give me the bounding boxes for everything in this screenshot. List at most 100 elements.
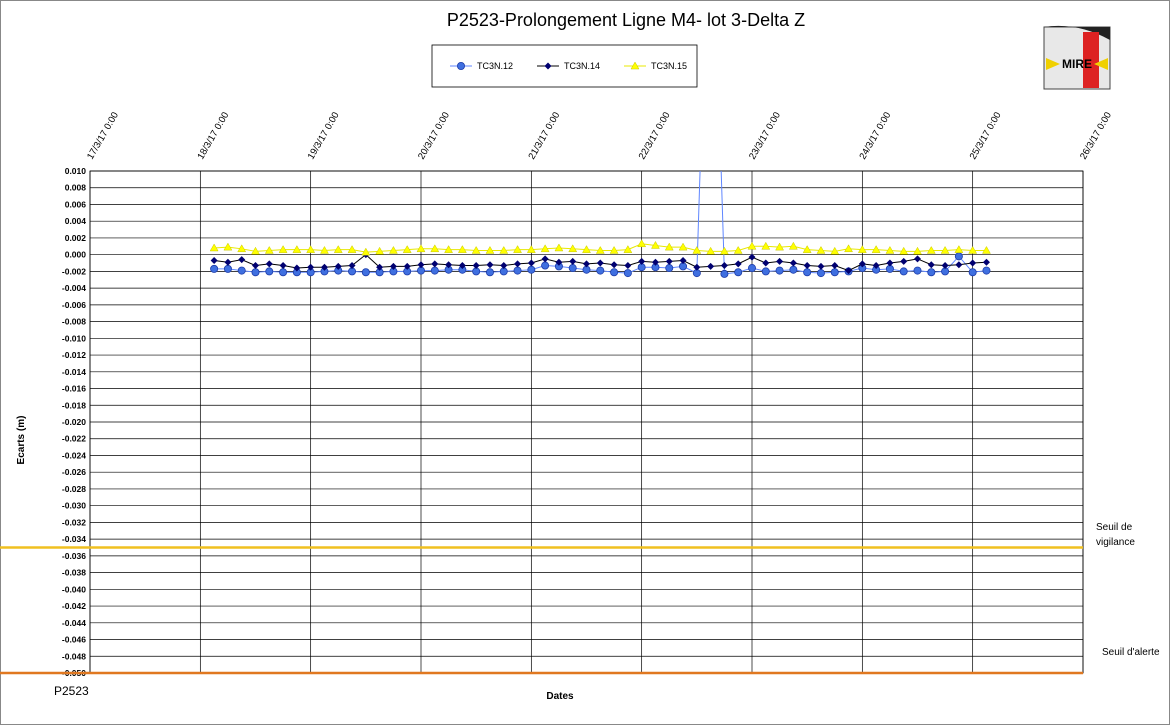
marker (609, 245, 619, 254)
marker (610, 268, 619, 277)
footer: P2523 (54, 684, 89, 698)
marker (968, 268, 977, 277)
y-tick-label: -0.018 (62, 400, 86, 410)
marker (831, 262, 839, 270)
marker (761, 267, 770, 276)
marker (334, 262, 342, 270)
y-tick-label: -0.012 (62, 350, 86, 360)
y-tick-label: 0.000 (65, 250, 87, 260)
y-tick-label: -0.042 (62, 601, 86, 611)
marker (252, 262, 259, 270)
legend-label: TC3N.15 (651, 61, 687, 71)
legend (431, 44, 698, 88)
marker (789, 265, 798, 274)
marker (292, 245, 302, 253)
marker (623, 245, 633, 253)
marker (913, 246, 922, 255)
y-tick-label: -0.036 (62, 551, 86, 561)
marker (830, 268, 839, 277)
marker (955, 261, 963, 269)
y-tick-label: -0.040 (62, 584, 86, 594)
logo-stripe (1083, 32, 1099, 88)
marker (278, 245, 288, 253)
marker (637, 239, 647, 248)
y-axis-label: Ecarts (m) (16, 416, 27, 465)
marker (913, 266, 922, 275)
y-tick-label: -0.024 (62, 450, 86, 460)
marker (251, 268, 260, 277)
marker (293, 264, 301, 272)
logo-arc (1044, 25, 1110, 40)
marker (540, 244, 550, 253)
marker (692, 245, 702, 254)
marker (237, 244, 247, 253)
y-tick-label: 0.006 (65, 199, 87, 209)
series-group (209, 171, 991, 278)
marker (376, 263, 384, 271)
threshold-label: Seuil de vigilance (1096, 521, 1135, 548)
marker (803, 268, 812, 277)
marker (858, 260, 866, 268)
marker (486, 261, 494, 269)
marker (954, 245, 964, 253)
marker (734, 268, 743, 277)
marker (457, 245, 467, 253)
marker (803, 262, 811, 270)
marker (513, 245, 522, 253)
y-tick-label: -0.034 (62, 534, 86, 544)
marker (941, 262, 949, 270)
marker (665, 257, 673, 265)
y-tick-label: -0.046 (62, 635, 86, 645)
y-tick-label: 0.004 (65, 216, 87, 226)
y-tick-label: -0.006 (62, 300, 86, 310)
threshold-label: Seuil d'alerte (1102, 647, 1160, 658)
y-tick-label: -0.014 (62, 367, 86, 377)
marker (430, 244, 440, 253)
y-tick-label: -0.010 (62, 333, 86, 343)
marker (513, 266, 522, 275)
marker (788, 241, 798, 250)
marker (596, 259, 604, 267)
y-tick-label: -0.022 (62, 434, 86, 444)
marker (485, 245, 495, 254)
marker (554, 243, 564, 252)
marker (914, 255, 921, 263)
marker (238, 256, 246, 264)
marker (348, 262, 356, 270)
marker (251, 246, 260, 255)
legend-marker (544, 62, 552, 70)
marker (265, 267, 274, 276)
marker (982, 245, 991, 254)
marker (264, 245, 274, 254)
marker (954, 252, 963, 261)
y-tick-label: -0.028 (62, 484, 86, 494)
marker (845, 267, 853, 275)
marker (306, 245, 316, 253)
marker (900, 257, 908, 265)
marker (223, 264, 232, 273)
logo-arrow (1094, 58, 1108, 70)
marker (417, 261, 425, 269)
marker (610, 261, 618, 269)
marker (719, 246, 729, 255)
marker (472, 262, 480, 270)
y-tick-label: -0.026 (62, 467, 86, 477)
marker (416, 244, 426, 253)
marker (499, 245, 509, 254)
marker (816, 245, 826, 254)
marker (789, 259, 797, 267)
marker (569, 257, 577, 265)
legend-marker (630, 61, 640, 70)
marker (527, 265, 536, 274)
marker (514, 260, 522, 268)
marker (678, 242, 688, 251)
marker (927, 268, 936, 277)
y-tick-label: -0.004 (62, 283, 86, 293)
marker (223, 242, 233, 251)
legend-label: TC3N.12 (477, 61, 513, 71)
marker (899, 246, 909, 255)
marker (748, 253, 756, 261)
marker (347, 245, 357, 253)
